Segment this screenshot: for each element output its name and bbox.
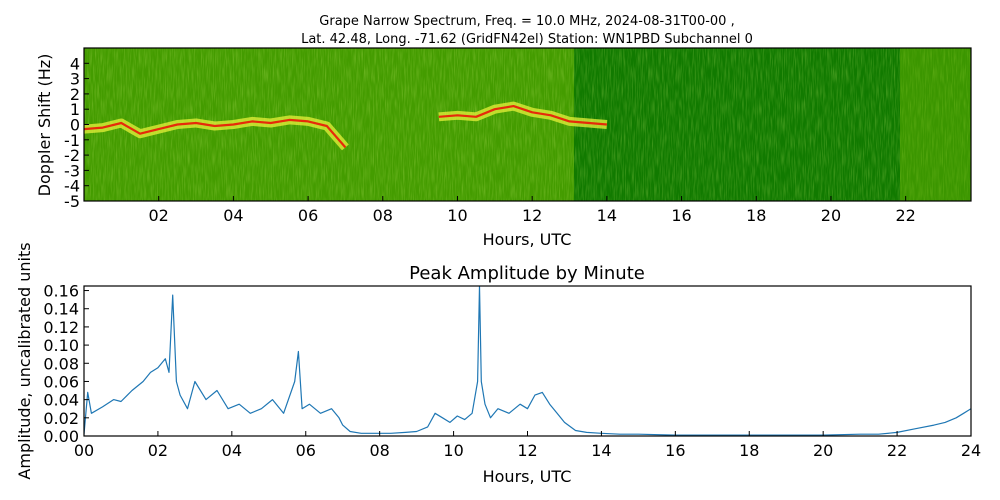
amplitude-y-tick-label: 0.14 — [43, 300, 79, 319]
amplitude-y-tick-label: 0.12 — [43, 318, 79, 337]
spectrogram-y-tick-label: 3 — [70, 70, 80, 89]
spectrogram-image — [84, 48, 971, 201]
spectrogram-noise-texture — [84, 48, 971, 201]
amplitude-x-tick-label: 22 — [887, 441, 907, 460]
spectrogram-y-tick-label: 0 — [70, 116, 80, 135]
amplitude-series-line — [84, 286, 971, 436]
spectrogram-title-line2: Lat. 42.48, Long. -71.62 (GridFN42el) St… — [301, 32, 753, 47]
spectrogram-x-tick-label: 10 — [447, 206, 467, 225]
amplitude-panel: Peak Amplitude by Minute 00 02 04 06 08 10 12 1… — [15, 242, 981, 486]
amplitude-x-tick-label: 16 — [665, 441, 685, 460]
spectrogram-x-tick-label: 06 — [298, 206, 318, 225]
amplitude-x-tick-label: 04 — [222, 441, 242, 460]
amplitude-x-ticks: 00 02 04 06 08 10 12 14 16 18 20 22 24 — [74, 431, 981, 460]
spectrogram-x-label: Hours, UTC — [483, 230, 572, 249]
spectrogram-y-tick-label: 4 — [70, 54, 80, 73]
spectrogram-x-ticks: 02 04 06 08 10 12 14 16 18 20 22 — [149, 196, 916, 225]
amplitude-y-ticks: 0.000.020.040.060.080.100.120.140.16 — [43, 282, 89, 446]
spectrogram-y-tick-label: -5 — [64, 192, 80, 211]
spectrogram-x-tick-label: 16 — [671, 206, 691, 225]
amplitude-x-tick-label: 12 — [517, 441, 537, 460]
amplitude-x-tick-label: 10 — [443, 441, 463, 460]
amplitude-x-tick-label: 24 — [961, 441, 981, 460]
spectrogram-x-tick-label: 08 — [373, 206, 393, 225]
amplitude-x-tick-label: 08 — [369, 441, 389, 460]
amplitude-x-tick-label: 14 — [591, 441, 611, 460]
amplitude-x-tick-label: 18 — [739, 441, 759, 460]
spectrogram-panel: Grape Narrow Spectrum, Freq. = 10.0 MHz,… — [35, 14, 972, 249]
amplitude-x-tick-label: 20 — [813, 441, 833, 460]
amplitude-y-tick-label: 0.08 — [43, 354, 79, 373]
spectrogram-x-tick-label: 22 — [895, 206, 915, 225]
spectrogram-y-tick-label: -2 — [64, 146, 80, 165]
spectrogram-y-tick-label: -3 — [64, 161, 80, 180]
spectrogram-y-tick-label: 1 — [70, 100, 80, 119]
spectrogram-title-line1: Grape Narrow Spectrum, Freq. = 10.0 MHz,… — [319, 14, 734, 29]
spectrogram-x-tick-label: 18 — [746, 206, 766, 225]
amplitude-title: Peak Amplitude by Minute — [409, 263, 645, 284]
amplitude-y-tick-label: 0.00 — [43, 427, 79, 446]
amplitude-x-tick-label: 00 — [74, 441, 94, 460]
amplitude-x-tick-label: 02 — [148, 441, 168, 460]
amplitude-y-tick-label: 0.10 — [43, 336, 79, 355]
amplitude-y-tick-label: 0.16 — [43, 282, 79, 301]
spectrogram-x-tick-label: 04 — [223, 206, 243, 225]
spectrogram-x-tick-label: 02 — [149, 206, 169, 225]
spectrogram-y-tick-label: 2 — [70, 85, 80, 104]
spectrogram-x-tick-label: 12 — [522, 206, 542, 225]
amplitude-y-tick-label: 0.02 — [43, 409, 79, 428]
amplitude-y-tick-label: 0.06 — [43, 372, 79, 391]
spectrogram-y-tick-label: -1 — [64, 131, 80, 150]
amplitude-y-label: Amplitude, uncalibrated units — [15, 242, 34, 479]
amplitude-x-label: Hours, UTC — [483, 467, 572, 486]
spectrogram-y-tick-label: -4 — [64, 177, 80, 196]
spectrogram-x-tick-label: 14 — [597, 206, 617, 225]
amplitude-y-tick-label: 0.04 — [43, 391, 79, 410]
amplitude-frame — [83, 285, 972, 437]
amplitude-x-tick-label: 06 — [296, 441, 316, 460]
spectrogram-y-label: Doppler Shift (Hz) — [35, 54, 54, 197]
spectrogram-late-band — [900, 48, 971, 201]
spectrogram-x-tick-label: 20 — [821, 206, 841, 225]
